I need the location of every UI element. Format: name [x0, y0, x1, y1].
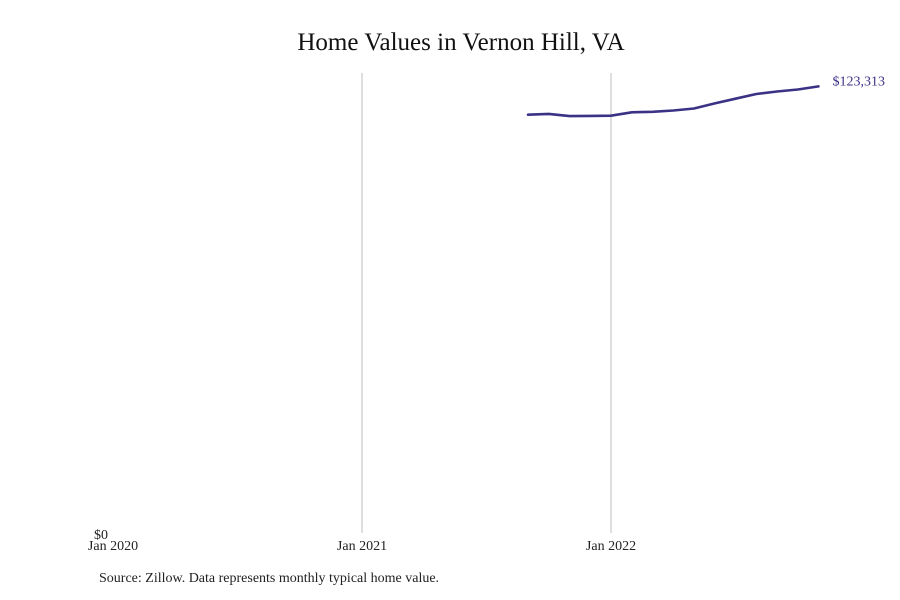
series-line	[526, 85, 820, 118]
end-value-label: $123,313	[833, 74, 886, 89]
x-tick-label: Jan 2020	[88, 539, 138, 554]
axis-labels: Jan 2020 Jan 2021 Jan 2022 $0 $123,313	[88, 74, 885, 554]
x-tick-label: Jan 2022	[586, 539, 636, 554]
x-tick-label: Jan 2021	[337, 539, 387, 554]
chart-title: Home Values in Vernon Hill, VA	[297, 29, 625, 56]
series-layer	[526, 85, 820, 118]
y-tick-label: $0	[94, 528, 108, 543]
source-note: Source: Zillow. Data represents monthly …	[99, 571, 440, 586]
grid-lines	[361, 73, 612, 533]
